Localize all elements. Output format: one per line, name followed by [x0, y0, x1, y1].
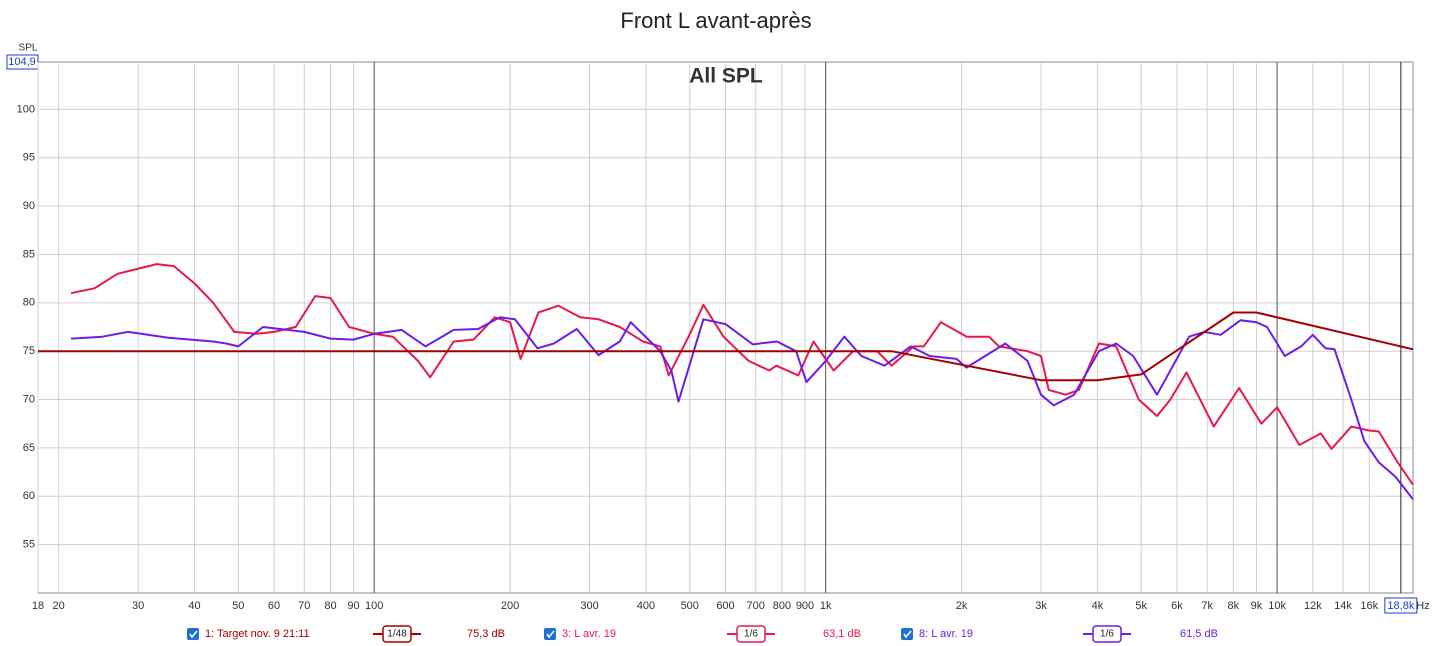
x-tick-label: 6k — [1171, 600, 1183, 612]
x-tick-label: 300 — [580, 600, 598, 612]
x-tick-label: 18 — [32, 600, 44, 612]
x-tick-label: 70 — [298, 600, 310, 612]
legend-checkbox[interactable] — [901, 628, 913, 640]
x-tick-label: 9k — [1251, 600, 1263, 612]
x-tick-label: 2k — [956, 600, 968, 612]
annotation: All SPL — [689, 65, 763, 88]
legend-label: 8: L avr. 19 — [919, 628, 973, 640]
x-tick-label: 90 — [347, 600, 359, 612]
x-tick-label: 7k — [1201, 600, 1213, 612]
legend-label: 3: L avr. 19 — [562, 628, 616, 640]
chart-title: Front L avant-après — [620, 8, 811, 33]
x-tick-label: 200 — [501, 600, 519, 612]
x-tick-label: 50 — [232, 600, 244, 612]
series-line — [38, 311, 1414, 382]
y-tick-label: 75 — [23, 345, 35, 357]
x-tick-label: 10k — [1268, 600, 1286, 612]
x-tick-label: 40 — [188, 600, 200, 612]
x-tick-label: 16k — [1360, 600, 1378, 612]
x-marker-label: 18,8k — [1387, 600, 1414, 612]
x-tick-label: 800 — [773, 600, 791, 612]
legend-check — [903, 630, 912, 639]
y-tick-label: 65 — [23, 442, 35, 454]
legend-smoothing: 1/48 — [387, 629, 407, 640]
legend-smoothing-box — [382, 625, 412, 643]
x-tick-label: 700 — [747, 600, 765, 612]
x-tick-label: 900 — [796, 600, 814, 612]
legend-smoothing: 1/6 — [1100, 629, 1114, 640]
y-tick-label: 100 — [17, 103, 35, 115]
x-tick-label: 14k — [1334, 600, 1352, 612]
x-unit: Hz — [1416, 600, 1429, 612]
y-axis-label: SPL — [19, 43, 38, 54]
legend-check — [189, 630, 198, 639]
x-marker-box — [1384, 597, 1418, 614]
series-line — [70, 316, 1414, 500]
legend-readout: 63,1 dB — [823, 628, 861, 640]
legend-smoothing-box — [736, 625, 766, 643]
x-tick-label: 5k — [1135, 600, 1147, 612]
series-line — [70, 263, 1414, 486]
x-tick-label: 4k — [1092, 600, 1104, 612]
y-tick-label: 60 — [23, 490, 35, 502]
legend-smoothing: 1/6 — [744, 629, 758, 640]
legend-label: 1: Target nov. 9 21:11 — [205, 628, 310, 640]
x-tick-label: 80 — [324, 600, 336, 612]
x-tick-label: 3k — [1035, 600, 1047, 612]
y-tick-label: 80 — [23, 297, 35, 309]
x-tick-label: 100 — [365, 600, 383, 612]
y-tick-label: 70 — [23, 393, 35, 405]
x-tick-label: 12k — [1304, 600, 1322, 612]
legend-checkbox[interactable] — [544, 628, 556, 640]
x-tick-label: 1k — [820, 600, 832, 612]
x-tick-label: 400 — [637, 600, 655, 612]
y-tick-label: 95 — [23, 152, 35, 164]
y-top-label: 104,9 — [8, 56, 36, 68]
x-tick-label: 8k — [1228, 600, 1240, 612]
y-tick-label: 55 — [23, 539, 35, 551]
x-tick-label: 500 — [681, 600, 699, 612]
legend-smoothing-box — [1092, 625, 1122, 643]
x-tick-label: 30 — [132, 600, 144, 612]
y-tick-label: 90 — [23, 200, 35, 212]
y-tick-label: 85 — [23, 248, 35, 260]
legend-readout: 75,3 dB — [467, 628, 505, 640]
legend-readout: 61,5 dB — [1180, 628, 1218, 640]
x-tick-label: 20 — [53, 600, 65, 612]
x-tick-label: 60 — [268, 600, 280, 612]
legend-check — [546, 630, 555, 639]
x-tick-label: 600 — [716, 600, 734, 612]
legend-checkbox[interactable] — [187, 628, 199, 640]
